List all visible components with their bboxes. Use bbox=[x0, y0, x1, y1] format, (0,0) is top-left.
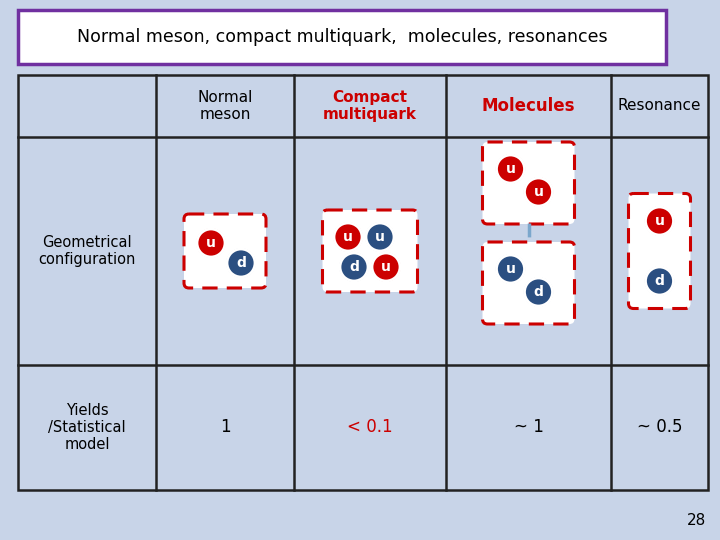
Text: d: d bbox=[534, 285, 544, 299]
Circle shape bbox=[334, 223, 362, 251]
Text: u: u bbox=[505, 162, 516, 176]
Text: Yields
/Statistical
model: Yields /Statistical model bbox=[48, 403, 126, 453]
Text: u: u bbox=[534, 185, 544, 199]
Text: Molecules: Molecules bbox=[482, 97, 575, 115]
FancyBboxPatch shape bbox=[482, 242, 575, 324]
Circle shape bbox=[197, 229, 225, 257]
Circle shape bbox=[646, 207, 673, 235]
Circle shape bbox=[524, 178, 552, 206]
Text: Normal
meson: Normal meson bbox=[197, 90, 253, 122]
Circle shape bbox=[646, 267, 673, 295]
Circle shape bbox=[340, 253, 368, 281]
Text: u: u bbox=[375, 230, 385, 244]
FancyBboxPatch shape bbox=[184, 214, 266, 288]
Text: u: u bbox=[505, 262, 516, 276]
Text: u: u bbox=[381, 260, 391, 274]
Text: ~ 1: ~ 1 bbox=[513, 418, 544, 436]
Circle shape bbox=[366, 223, 394, 251]
Circle shape bbox=[524, 278, 552, 306]
Circle shape bbox=[497, 155, 524, 183]
FancyBboxPatch shape bbox=[18, 10, 666, 64]
FancyBboxPatch shape bbox=[323, 210, 418, 292]
FancyBboxPatch shape bbox=[629, 193, 690, 308]
Text: Geometrical
configuration: Geometrical configuration bbox=[38, 235, 135, 267]
Text: 1: 1 bbox=[220, 418, 230, 436]
Text: u: u bbox=[206, 236, 216, 250]
FancyBboxPatch shape bbox=[482, 142, 575, 224]
Text: Compact
multiquark: Compact multiquark bbox=[323, 90, 417, 122]
Circle shape bbox=[227, 249, 255, 277]
Circle shape bbox=[497, 255, 524, 283]
Text: u: u bbox=[654, 214, 665, 228]
Text: Normal meson, compact multiquark,  molecules, resonances: Normal meson, compact multiquark, molecu… bbox=[77, 28, 607, 46]
FancyBboxPatch shape bbox=[18, 75, 708, 490]
Text: u: u bbox=[343, 230, 353, 244]
Text: < 0.1: < 0.1 bbox=[347, 418, 393, 436]
Text: Resonance: Resonance bbox=[618, 98, 701, 113]
Text: d: d bbox=[654, 274, 665, 288]
Text: 28: 28 bbox=[687, 513, 706, 528]
Text: ~ 0.5: ~ 0.5 bbox=[636, 418, 683, 436]
Text: d: d bbox=[349, 260, 359, 274]
Circle shape bbox=[372, 253, 400, 281]
Text: d: d bbox=[236, 256, 246, 270]
